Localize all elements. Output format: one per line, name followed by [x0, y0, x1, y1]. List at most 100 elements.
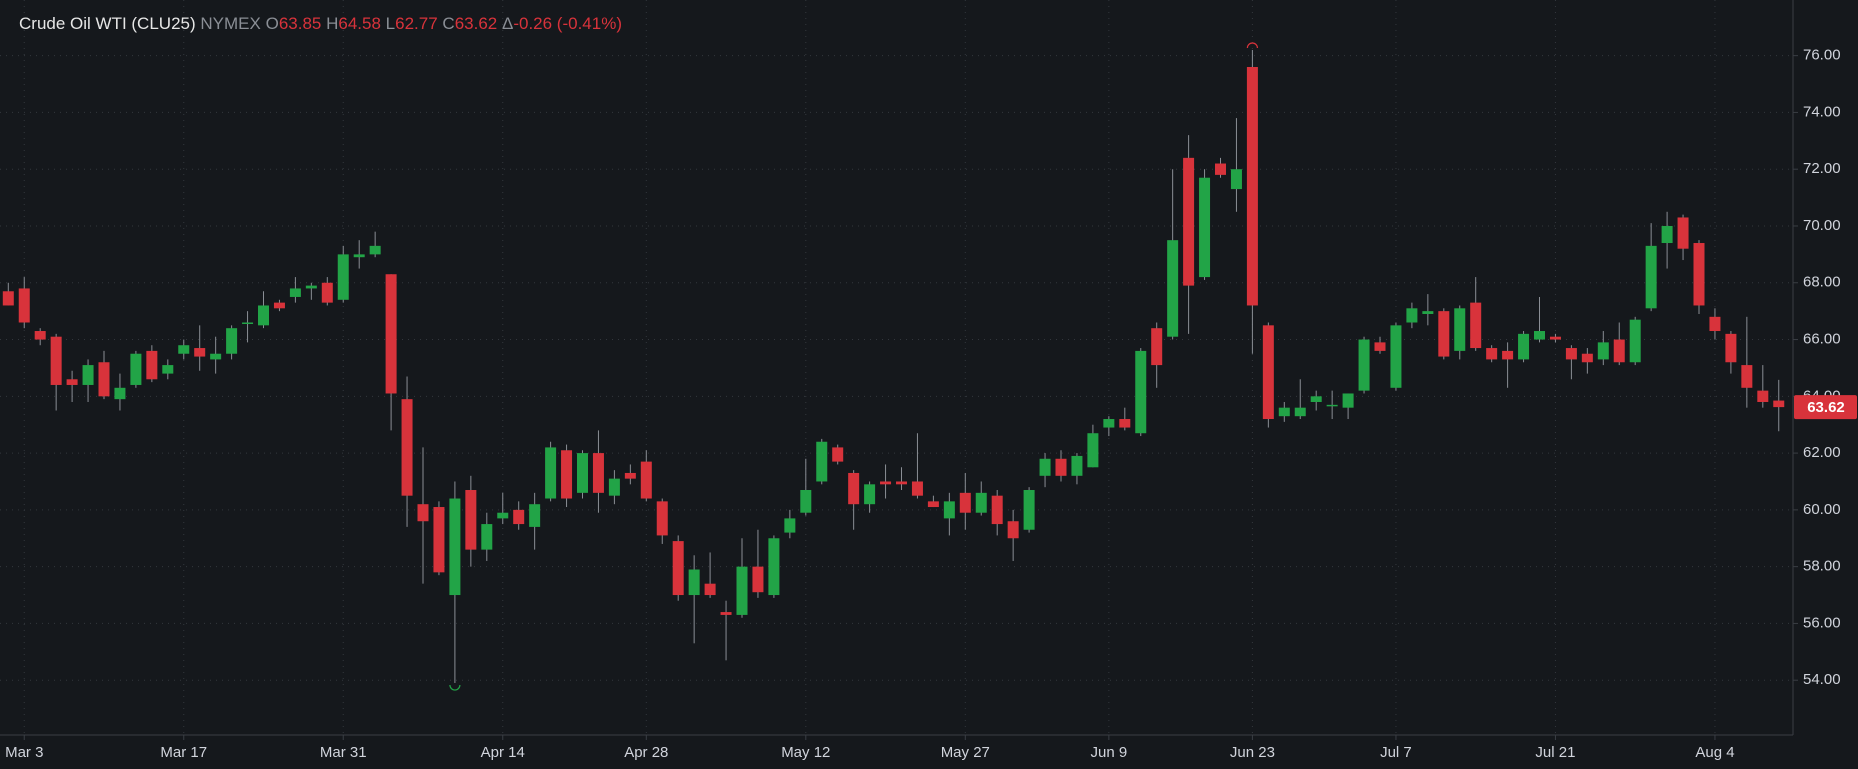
candle-body — [50, 336, 62, 385]
candle-body — [194, 348, 206, 357]
candle-body — [1693, 243, 1705, 306]
low-value: 62.77 — [395, 14, 438, 33]
x-tick-label: Apr 14 — [481, 744, 525, 761]
candle-body — [975, 492, 987, 513]
candle-body — [864, 484, 876, 505]
y-tick-label: 70.00 — [1803, 217, 1841, 234]
open-value: 63.85 — [278, 14, 322, 33]
candle-body — [927, 501, 939, 508]
y-tick-label: 72.00 — [1803, 160, 1841, 177]
candle-body — [1135, 350, 1147, 434]
x-tick-label: May 27 — [941, 744, 990, 761]
y-tick-label: 54.00 — [1803, 671, 1841, 688]
candle-body — [1087, 433, 1099, 468]
x-tick-label: Mar 17 — [160, 744, 207, 761]
x-tick-label: Apr 28 — [624, 744, 668, 761]
candle-body — [1390, 325, 1402, 388]
candle-body — [577, 453, 588, 493]
candle-body — [1629, 319, 1641, 363]
candle-body — [768, 538, 780, 596]
y-tick-label: 58.00 — [1803, 558, 1841, 575]
y-tick-label: 62.00 — [1803, 444, 1841, 461]
candle-body — [720, 612, 732, 615]
candle-body — [1454, 308, 1466, 351]
y-tick-label: 66.00 — [1803, 331, 1841, 348]
candle-body — [1422, 311, 1434, 314]
candle-body — [1310, 396, 1322, 402]
high-marker — [1246, 42, 1258, 49]
candle-body — [337, 254, 349, 300]
candle-body — [18, 288, 30, 323]
candle-body — [640, 461, 652, 499]
candle-body — [1103, 419, 1115, 428]
candle-body — [832, 447, 844, 462]
candle-body — [2, 291, 14, 306]
candle-body — [1709, 316, 1721, 332]
candle-body — [848, 472, 860, 505]
candle-body — [417, 504, 429, 522]
candle-body — [130, 353, 142, 385]
candle-body — [1294, 407, 1306, 417]
change-value: -0.26 (-0.41%) — [513, 14, 622, 33]
candle-body — [672, 541, 684, 596]
candle-body — [1597, 342, 1609, 360]
candle-body — [1645, 245, 1657, 309]
candle-body — [1199, 177, 1211, 278]
candle-body — [258, 305, 269, 326]
candle-body — [1518, 333, 1530, 360]
candle-body — [800, 490, 812, 513]
candle-body — [592, 453, 604, 493]
candle-body — [1278, 407, 1290, 417]
x-tick-label: Jun 9 — [1090, 744, 1127, 761]
candle-body — [1262, 325, 1274, 420]
candle-body — [1039, 458, 1051, 476]
last-price-tag — [1794, 395, 1857, 420]
candle-body — [353, 254, 365, 258]
candle-body — [1215, 163, 1226, 175]
y-tick-label: 76.00 — [1803, 47, 1841, 64]
candle-body — [66, 379, 78, 385]
candle-body — [1486, 348, 1498, 360]
candle-body — [433, 507, 445, 573]
x-tick-label: May 12 — [781, 744, 830, 761]
candle-body — [226, 328, 238, 354]
candle-body — [1757, 390, 1769, 402]
candle-body — [704, 583, 716, 596]
candle-body — [529, 504, 541, 527]
candle-body — [561, 450, 573, 499]
x-tick-label: Mar 3 — [5, 744, 43, 761]
candle-body — [1549, 336, 1561, 340]
y-tick-label: 74.00 — [1803, 103, 1841, 120]
low-marker — [449, 684, 461, 691]
candle-body — [1773, 400, 1785, 408]
candle-body — [497, 512, 509, 519]
candle-body — [545, 447, 557, 499]
candle-body — [1007, 521, 1019, 539]
candle-body — [1119, 419, 1131, 428]
candle-body — [465, 490, 477, 550]
x-tick-label: Jul 7 — [1380, 744, 1412, 761]
candle-body — [305, 285, 317, 289]
candle-body — [1374, 342, 1386, 351]
candle-body — [1342, 393, 1354, 408]
candle-body — [943, 501, 955, 519]
candle-body — [82, 365, 94, 385]
candle-body — [1565, 348, 1577, 360]
candle-body — [896, 481, 907, 485]
candle-body — [816, 441, 828, 482]
candle-body — [513, 509, 525, 525]
candle-body — [1502, 350, 1514, 360]
candle-body — [752, 566, 764, 593]
candle-body — [1677, 217, 1689, 249]
candle-body — [1358, 339, 1370, 391]
candle-body — [1613, 339, 1625, 363]
candle-body — [1183, 157, 1195, 286]
candle-body — [784, 518, 796, 533]
candle-body — [1023, 490, 1035, 530]
candle-body — [114, 387, 126, 400]
x-tick-label: Jul 21 — [1535, 744, 1575, 761]
candle-body — [1438, 311, 1450, 357]
close-label: C — [442, 14, 455, 33]
candle-body — [401, 399, 413, 496]
